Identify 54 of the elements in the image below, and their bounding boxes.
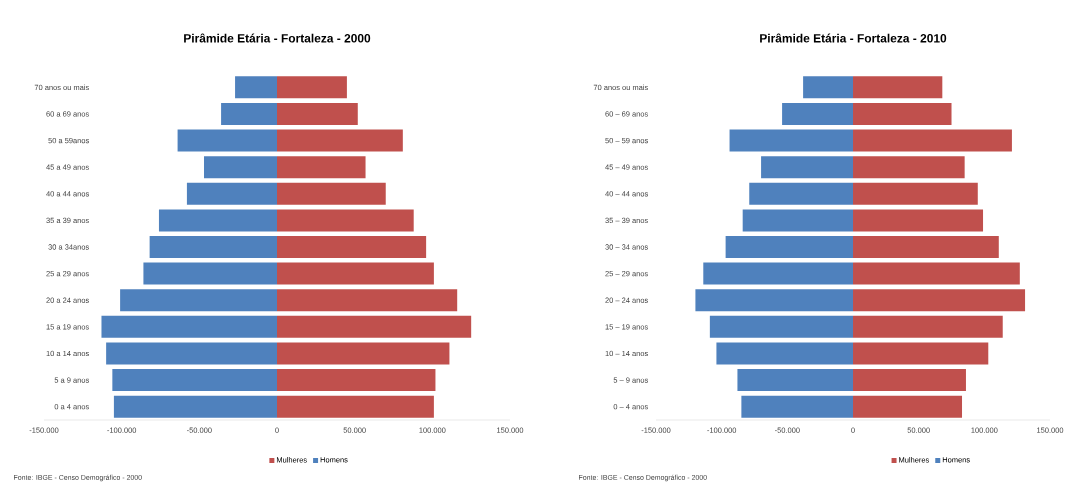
- bar: [737, 369, 854, 392]
- bar: [277, 315, 472, 338]
- bar: [177, 129, 277, 152]
- bar: [277, 129, 403, 152]
- bar: [277, 182, 386, 205]
- bar: [277, 342, 450, 365]
- bar: [235, 76, 277, 99]
- bar: [853, 129, 1012, 152]
- bar: [853, 369, 966, 392]
- bar: [853, 182, 978, 205]
- bar: [853, 342, 989, 365]
- bar: [158, 209, 277, 232]
- bar: [186, 182, 277, 205]
- bar: [112, 369, 277, 392]
- bar: [277, 236, 427, 258]
- bar: [742, 209, 854, 232]
- bar: [716, 342, 854, 365]
- bar: [277, 102, 358, 125]
- bar: [853, 395, 963, 418]
- bar: [277, 289, 458, 312]
- bar: [221, 102, 277, 125]
- chart-title: Pirâmide Etária - Fortaleza - 2000: [184, 33, 371, 43]
- bar: [277, 156, 366, 179]
- bar: [709, 315, 854, 338]
- bar: [729, 129, 854, 152]
- bar: [782, 102, 854, 125]
- chart-title: Pirâmide Etária - Fortaleza - 2010: [760, 33, 947, 43]
- bar: [277, 262, 434, 285]
- bar: [277, 76, 347, 99]
- bar: [853, 262, 1020, 285]
- bar: [143, 262, 277, 285]
- bar: [761, 156, 854, 179]
- bar: [749, 182, 854, 205]
- bar: [853, 289, 1026, 312]
- bar: [725, 236, 854, 258]
- bar: [113, 395, 277, 418]
- bar: [106, 342, 277, 365]
- bar: [853, 156, 965, 179]
- bar: [853, 209, 984, 232]
- bar: [277, 209, 414, 232]
- bar: [277, 369, 436, 392]
- bar: [695, 289, 854, 312]
- bar: [101, 315, 277, 338]
- bar: [853, 76, 943, 99]
- bar: [204, 156, 277, 179]
- bar: [277, 395, 434, 418]
- bar: [853, 315, 1003, 338]
- bar: [803, 76, 854, 99]
- bar: [853, 102, 952, 125]
- bar: [853, 236, 999, 258]
- bar: [703, 262, 854, 285]
- bar: [741, 395, 854, 418]
- bar: [149, 236, 277, 258]
- bar: [120, 289, 277, 312]
